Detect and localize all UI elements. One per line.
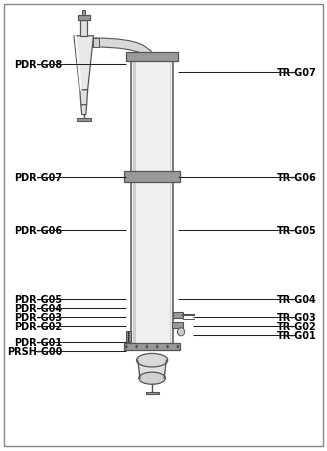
Circle shape	[166, 345, 169, 349]
Polygon shape	[81, 106, 87, 115]
Bar	[146, 392, 159, 395]
PathPatch shape	[94, 39, 151, 61]
Bar	[93, 39, 99, 48]
Circle shape	[128, 337, 129, 340]
Circle shape	[177, 345, 179, 349]
Bar	[126, 331, 131, 343]
Text: TR-G04: TR-G04	[277, 295, 317, 305]
Text: PDR-G06: PDR-G06	[14, 226, 62, 236]
Text: PDR-G08: PDR-G08	[14, 60, 62, 69]
Bar	[126, 52, 178, 61]
Bar	[173, 312, 183, 318]
Circle shape	[128, 332, 129, 335]
Text: TR-G07: TR-G07	[277, 68, 317, 78]
Bar	[124, 343, 181, 350]
Text: PDR-G03: PDR-G03	[14, 313, 62, 322]
Bar	[138, 360, 166, 378]
Circle shape	[128, 334, 129, 337]
Text: TR-G03: TR-G03	[277, 313, 317, 322]
Text: PDR-G02: PDR-G02	[14, 322, 62, 331]
Circle shape	[128, 340, 129, 342]
Bar	[78, 15, 90, 21]
Bar	[80, 21, 87, 37]
Circle shape	[146, 345, 148, 349]
Bar	[172, 322, 183, 328]
Text: PDR-G05: PDR-G05	[14, 295, 62, 305]
Ellipse shape	[139, 372, 165, 384]
Text: PDR-G01: PDR-G01	[14, 337, 62, 347]
Circle shape	[125, 345, 128, 349]
Circle shape	[135, 345, 138, 349]
Text: TR-G06: TR-G06	[277, 172, 317, 182]
Ellipse shape	[178, 328, 185, 336]
Text: TR-G05: TR-G05	[277, 226, 317, 236]
Bar	[82, 11, 85, 15]
Text: TR-G02: TR-G02	[277, 322, 317, 331]
Ellipse shape	[136, 354, 168, 367]
Polygon shape	[80, 91, 88, 106]
Text: TR-G01: TR-G01	[277, 331, 317, 341]
Bar	[124, 172, 181, 183]
Text: PDR-G04: PDR-G04	[14, 304, 62, 313]
Bar	[77, 119, 91, 122]
Polygon shape	[74, 37, 94, 91]
Text: PRSH-G00: PRSH-G00	[7, 346, 62, 356]
Bar	[131, 57, 173, 347]
Text: PDR-G07: PDR-G07	[14, 172, 62, 182]
Circle shape	[156, 345, 159, 349]
